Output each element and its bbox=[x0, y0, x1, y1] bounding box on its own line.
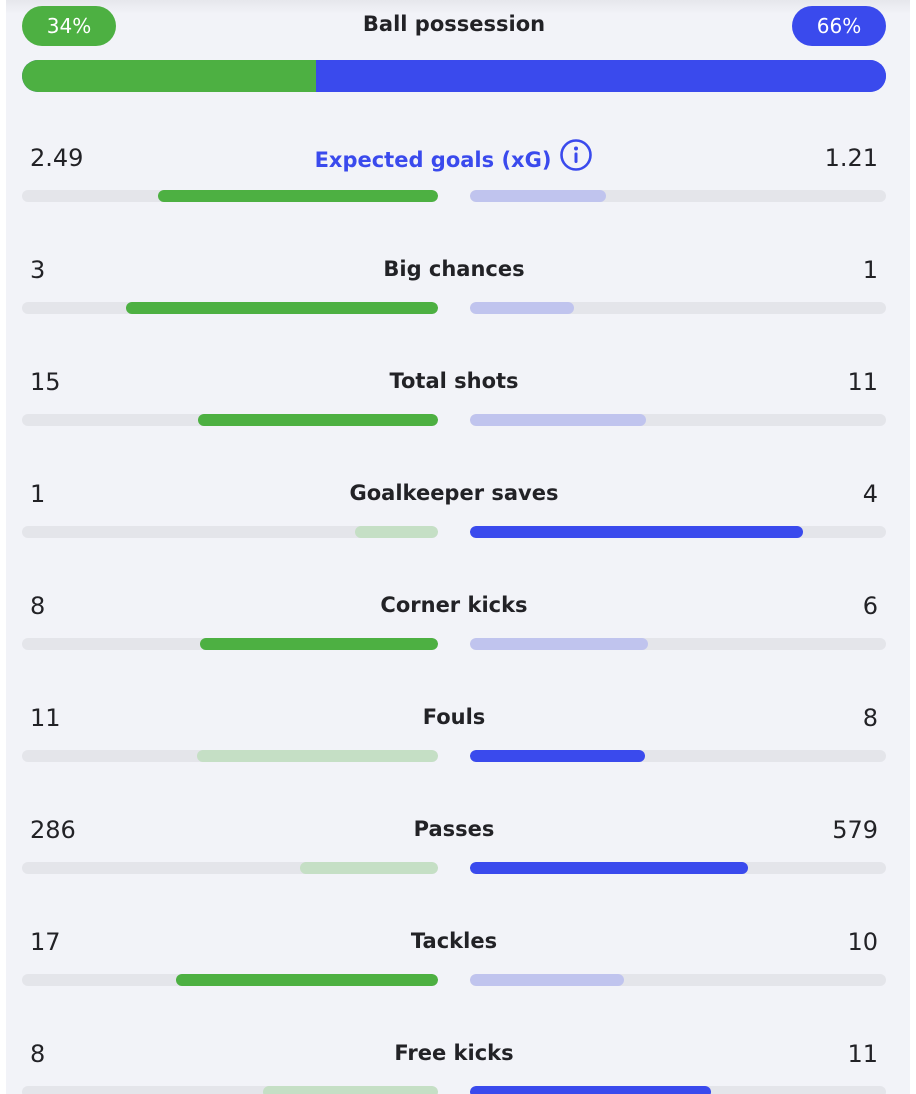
away-possession-fill bbox=[315, 60, 886, 92]
home-possession-badge: 34% bbox=[22, 6, 116, 46]
away-bar-fill bbox=[470, 862, 749, 874]
away-bar-fill bbox=[470, 750, 646, 762]
away-value: 4 bbox=[862, 480, 878, 508]
away-bar-fill bbox=[470, 190, 607, 202]
away-bar-track bbox=[470, 526, 886, 538]
home-bar-fill bbox=[262, 1086, 438, 1094]
stat-row-free-kicks: 8 Free kicks 11 bbox=[22, 1038, 886, 1094]
home-value: 1 bbox=[30, 480, 46, 508]
match-statistics-card: 34% Ball possession 66% 2.49 Expected go… bbox=[6, 0, 910, 1094]
away-possession-badge: 66% bbox=[792, 6, 886, 46]
stat-row-corner-kicks: 8 Corner kicks 6 bbox=[22, 590, 886, 670]
stat-label: Total shots bbox=[389, 369, 519, 393]
stat-label: Big chances bbox=[383, 257, 525, 281]
away-value: 579 bbox=[832, 816, 878, 844]
home-bar-track bbox=[22, 526, 438, 538]
home-value: 17 bbox=[30, 928, 61, 956]
away-bar-track bbox=[470, 974, 886, 986]
stat-label: Corner kicks bbox=[380, 593, 528, 617]
away-value: 1 bbox=[862, 256, 878, 284]
home-bar-fill bbox=[175, 974, 438, 986]
home-bar-track bbox=[22, 750, 438, 762]
away-value: 6 bbox=[862, 592, 878, 620]
home-bar-track bbox=[22, 302, 438, 314]
home-bar-track bbox=[22, 1086, 438, 1094]
home-possession-fill bbox=[22, 60, 316, 92]
stat-row-goalkeeper-saves: 1 Goalkeeper saves 4 bbox=[22, 478, 886, 558]
home-bar-track bbox=[22, 190, 438, 202]
stat-label-link[interactable]: Expected goals (xG) bbox=[22, 139, 886, 180]
home-bar-fill bbox=[197, 750, 438, 762]
away-value: 10 bbox=[847, 928, 878, 956]
stat-row-expected-goals: 2.49 Expected goals (xG) 1.21 bbox=[22, 139, 886, 222]
info-icon[interactable] bbox=[559, 138, 593, 180]
away-value: 11 bbox=[847, 368, 878, 396]
home-value: 8 bbox=[30, 592, 46, 620]
away-bar-fill bbox=[470, 302, 574, 314]
home-value: 2.49 bbox=[30, 144, 84, 172]
home-bar-fill bbox=[158, 190, 438, 202]
away-value: 11 bbox=[847, 1040, 878, 1068]
away-bar-fill bbox=[470, 414, 646, 426]
home-bar-fill bbox=[200, 638, 438, 650]
stat-row-total-shots: 15 Total shots 11 bbox=[22, 366, 886, 446]
home-value: 286 bbox=[30, 816, 76, 844]
home-value: 11 bbox=[30, 704, 61, 732]
home-bar-track bbox=[22, 414, 438, 426]
stat-row-fouls: 11 Fouls 8 bbox=[22, 702, 886, 782]
home-bar-fill bbox=[126, 302, 438, 314]
away-value: 1.21 bbox=[824, 144, 878, 172]
away-bar-track bbox=[470, 190, 886, 202]
away-value: 8 bbox=[862, 704, 878, 732]
home-bar-track bbox=[22, 638, 438, 650]
home-bar-track bbox=[22, 974, 438, 986]
away-bar-track bbox=[470, 414, 886, 426]
stat-label: Free kicks bbox=[394, 1041, 514, 1065]
ball-possession-row: 34% Ball possession 66% bbox=[22, 6, 886, 92]
stat-label: Fouls bbox=[422, 705, 486, 729]
stat-label: Tackles bbox=[410, 929, 498, 953]
away-bar-track bbox=[470, 862, 886, 874]
home-bar-fill bbox=[197, 414, 438, 426]
away-bar-fill bbox=[470, 974, 624, 986]
away-bar-fill bbox=[470, 638, 649, 650]
away-bar-fill bbox=[470, 526, 803, 538]
home-bar-track bbox=[22, 862, 438, 874]
stat-label: Goalkeeper saves bbox=[349, 481, 559, 505]
home-bar-fill bbox=[354, 526, 438, 538]
away-bar-track bbox=[470, 1086, 886, 1094]
possession-bar bbox=[22, 60, 886, 92]
away-bar-fill bbox=[470, 1086, 711, 1094]
stat-row-passes: 286 Passes 579 bbox=[22, 814, 886, 894]
stat-row-big-chances: 3 Big chances 1 bbox=[22, 254, 886, 334]
home-bar-fill bbox=[300, 862, 438, 874]
home-value: 15 bbox=[30, 368, 61, 396]
away-bar-track bbox=[470, 638, 886, 650]
stat-row-tackles: 17 Tackles 10 bbox=[22, 926, 886, 1006]
away-bar-track bbox=[470, 302, 886, 314]
stat-label: Expected goals (xG) bbox=[314, 148, 552, 172]
home-value: 3 bbox=[30, 256, 46, 284]
away-bar-track bbox=[470, 750, 886, 762]
home-value: 8 bbox=[30, 1040, 46, 1068]
ball-possession-label: Ball possession bbox=[362, 12, 546, 36]
stat-label: Passes bbox=[413, 817, 495, 841]
